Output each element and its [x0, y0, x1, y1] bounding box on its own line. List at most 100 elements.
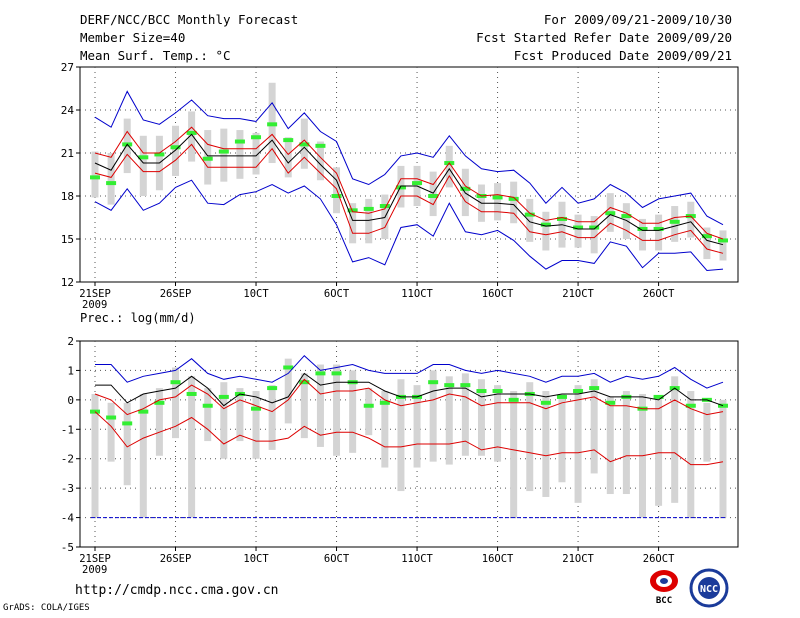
- median-marker: [605, 400, 616, 405]
- x-tick-label: 6OCT: [324, 288, 350, 300]
- median-marker: [605, 211, 616, 216]
- series-ensemble-mean: [95, 372, 724, 407]
- spread-box: [590, 379, 598, 474]
- spread-box: [703, 402, 711, 462]
- median-marker: [492, 195, 503, 200]
- median-marker: [315, 371, 326, 376]
- spread-box: [526, 198, 534, 242]
- spread-box: [300, 373, 308, 439]
- y-tick-label: 1: [67, 364, 74, 377]
- median-marker: [106, 181, 117, 186]
- median-marker: [170, 145, 181, 150]
- spread-box: [655, 396, 663, 506]
- median-marker: [122, 421, 133, 426]
- spread-box: [494, 183, 502, 221]
- median-marker: [589, 225, 600, 230]
- median-marker: [524, 212, 535, 217]
- spread-box: [397, 379, 405, 492]
- x-tick-label: 21SEP: [79, 553, 111, 565]
- median-marker: [460, 186, 471, 191]
- series-lower-spread: [94, 411, 724, 466]
- plot-frame-0: [79, 66, 739, 283]
- series-upper-spread: [94, 378, 724, 416]
- median-marker: [154, 400, 165, 405]
- spread-box: [139, 135, 147, 196]
- source-url[interactable]: http://cmdp.ncc.cma.gov.cn: [75, 583, 279, 598]
- spread-box: [477, 379, 485, 456]
- median-marker: [90, 175, 100, 180]
- spread-box: [284, 137, 292, 178]
- spread-box: [252, 391, 260, 459]
- x-tick-label: 21OCT: [562, 288, 594, 300]
- spread-box: [236, 388, 244, 442]
- median-marker: [412, 181, 423, 186]
- x-year-label: 2009: [82, 299, 107, 311]
- y-tick-label: -1: [61, 423, 74, 436]
- chart-title: DERF/NCC/BCC Monthly Forecast: [80, 12, 299, 27]
- spread-box: [606, 396, 614, 495]
- spread-box: [445, 376, 453, 465]
- median-marker: [573, 389, 584, 394]
- median-marker: [267, 386, 278, 391]
- spread-box: [542, 211, 550, 251]
- x-tick-label: 10CT: [243, 288, 269, 300]
- series-minimum: [94, 179, 724, 272]
- median-marker: [460, 383, 471, 388]
- y-tick-label: 21: [61, 147, 74, 160]
- spread-box: [574, 385, 582, 503]
- median-marker: [170, 380, 181, 385]
- spread-box: [558, 393, 566, 483]
- x-tick-label: 16OCT: [482, 288, 514, 300]
- y-tick-label: 12: [61, 276, 74, 289]
- spread-box: [622, 391, 630, 495]
- y-tick-label: -5: [61, 541, 74, 554]
- spread-box: [220, 382, 228, 459]
- spread-box: [510, 391, 518, 518]
- median-marker: [444, 383, 455, 388]
- bcc-logo: BCC: [640, 568, 688, 608]
- spread-box: [365, 388, 373, 436]
- spread-box: [687, 201, 695, 238]
- median-marker: [234, 139, 245, 144]
- median-marker: [331, 194, 342, 198]
- median-marker: [669, 219, 680, 224]
- spread-box: [638, 218, 646, 251]
- spread-box: [429, 370, 437, 462]
- spread-box: [155, 388, 163, 456]
- ncc-logo: NCC: [685, 568, 733, 608]
- spread-box: [333, 364, 341, 456]
- spread-box: [413, 385, 421, 468]
- median-marker: [218, 149, 229, 154]
- median-marker: [154, 152, 165, 157]
- spread-box: [139, 393, 147, 518]
- x-tick-label: 11OCT: [401, 553, 433, 565]
- series-maximum: [95, 354, 724, 389]
- median-marker: [186, 391, 197, 396]
- x-tick-label: 21OCT: [562, 553, 594, 565]
- variable-label: Mean Surf. Temp.: °C: [80, 48, 231, 63]
- median-marker: [331, 371, 342, 376]
- median-marker: [267, 122, 278, 127]
- plot-frame-1: [79, 340, 739, 548]
- median-marker: [395, 185, 406, 190]
- y-tick-label: 27: [61, 61, 74, 74]
- median-marker: [202, 403, 213, 408]
- spread-box: [671, 206, 679, 242]
- median-marker: [685, 403, 696, 408]
- spread-box: [284, 358, 292, 424]
- x-tick-label: 21SEP: [79, 288, 111, 300]
- spread-box: [574, 214, 582, 248]
- series-upper-spread: [94, 126, 724, 240]
- x-tick-label: 10CT: [243, 553, 269, 565]
- x-tick-label: 6OCT: [324, 553, 350, 565]
- median-marker: [653, 394, 664, 399]
- y-tick-label: 2: [67, 335, 74, 348]
- x-tick-label: 11OCT: [401, 288, 433, 300]
- produced-date: Fcst Produced Date 2009/09/21: [513, 48, 732, 63]
- median-marker: [718, 403, 728, 408]
- spread-box: [381, 391, 389, 468]
- spread-box: [204, 388, 212, 442]
- y-tick-label: 0: [67, 394, 74, 407]
- spread-box: [107, 153, 115, 205]
